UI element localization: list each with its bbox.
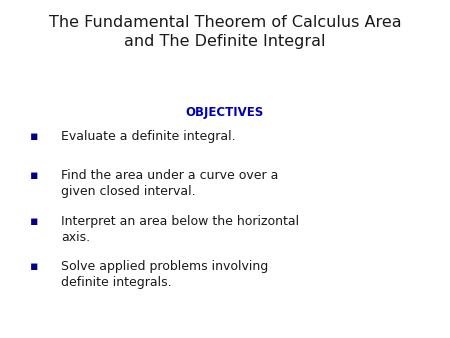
Text: ▪: ▪ (30, 130, 38, 143)
Text: OBJECTIVES: OBJECTIVES (186, 106, 264, 119)
Text: Evaluate a definite integral.: Evaluate a definite integral. (61, 130, 235, 143)
Text: ▪: ▪ (30, 215, 38, 227)
Text: Interpret an area below the horizontal
axis.: Interpret an area below the horizontal a… (61, 215, 299, 244)
Text: ▪: ▪ (30, 260, 38, 273)
Text: Solve applied problems involving
definite integrals.: Solve applied problems involving definit… (61, 260, 268, 289)
Text: The Fundamental Theorem of Calculus Area
and The Definite Integral: The Fundamental Theorem of Calculus Area… (49, 15, 401, 49)
Text: ▪: ▪ (30, 169, 38, 182)
Text: Find the area under a curve over a
given closed interval.: Find the area under a curve over a given… (61, 169, 278, 198)
